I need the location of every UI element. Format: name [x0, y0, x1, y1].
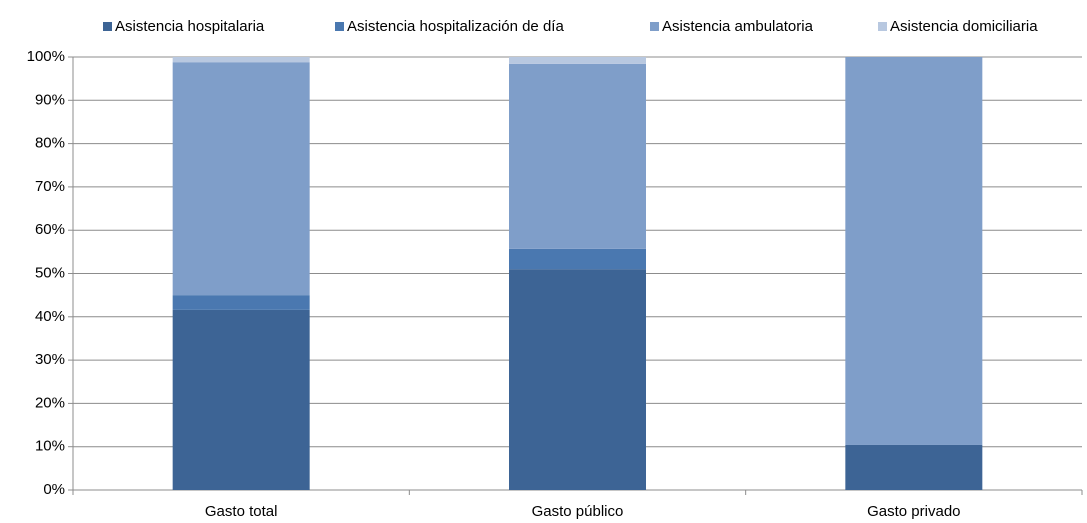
x-tick-label: Gasto privado — [867, 503, 960, 520]
legend-swatch — [335, 22, 344, 31]
y-tick-label: 30% — [35, 351, 65, 368]
y-tick-label: 90% — [35, 91, 65, 108]
y-tick-label: 20% — [35, 394, 65, 411]
bar-segment — [845, 444, 983, 490]
y-tick-label: 60% — [35, 221, 65, 238]
bar-segment — [172, 62, 310, 296]
bar-segment — [509, 57, 646, 64]
x-tick-label: Gasto público — [532, 503, 624, 520]
legend-label: Asistencia domiciliaria — [890, 18, 1038, 35]
legend-swatch — [650, 22, 659, 31]
legend-swatch — [878, 22, 887, 31]
legend-label: Asistencia hospitalaria — [115, 18, 265, 35]
bar-segment — [172, 309, 310, 490]
legend-label: Asistencia hospitalización de día — [347, 18, 564, 35]
y-tick-label: 70% — [35, 178, 65, 195]
bar-segment — [172, 295, 310, 310]
legend-label: Asistencia ambulatoria — [662, 18, 814, 35]
bar-segment — [509, 269, 646, 490]
y-tick-label: 0% — [43, 481, 65, 498]
bar-segment — [509, 63, 646, 249]
y-tick-label: 80% — [35, 135, 65, 152]
y-tick-label: 40% — [35, 308, 65, 325]
y-tick-label: 50% — [35, 264, 65, 281]
bar-segment — [845, 57, 983, 445]
legend-swatch — [103, 22, 112, 31]
bar-segment — [509, 248, 646, 270]
bar-segment — [172, 57, 310, 63]
y-tick-label: 100% — [27, 48, 65, 65]
y-tick-label: 10% — [35, 438, 65, 455]
x-tick-label: Gasto total — [205, 503, 278, 520]
